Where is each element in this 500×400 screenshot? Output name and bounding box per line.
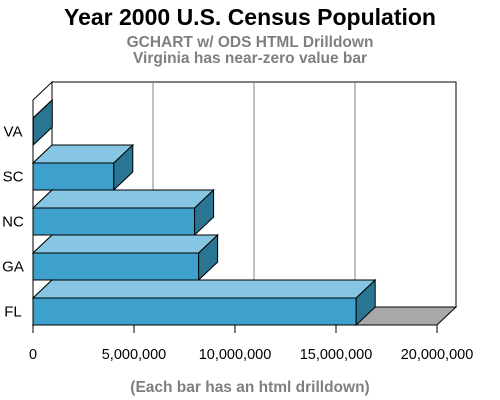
bar-top-nc[interactable] [31, 189, 215, 209]
bar-end-ga[interactable] [198, 233, 219, 282]
bar-nc[interactable] [32, 207, 196, 236]
bar-ga[interactable] [32, 252, 200, 281]
bar-fl[interactable] [32, 297, 357, 326]
x-tick-label: 10,000,000 [199, 347, 272, 363]
x-tick-label: 0 [29, 347, 37, 363]
bar-end-nc[interactable] [194, 188, 215, 237]
bar-sc[interactable] [32, 162, 115, 191]
category-label-nc: NC [2, 213, 24, 230]
x-tick-label: 20,000,000 [401, 347, 474, 363]
category-label-ga: GA [2, 258, 24, 275]
bar-end-fl[interactable] [355, 278, 376, 327]
bar-top-fl[interactable] [31, 279, 377, 299]
bar-end-sc[interactable] [113, 143, 134, 192]
category-label-fl: FL [4, 303, 22, 320]
x-tick-label: 5,000,000 [102, 347, 167, 363]
x-tick-label: 15,000,000 [300, 347, 373, 363]
bar-end-va[interactable] [32, 98, 53, 147]
category-label-sc: SC [3, 168, 24, 185]
category-label-va: VA [4, 123, 23, 140]
chart-subtitle-2: Virginia has near-zero value bar [132, 50, 368, 67]
chart-footnote: (Each bar has an html drilldown) [130, 379, 370, 396]
chart-title: Year 2000 U.S. Census Population [64, 4, 436, 30]
chart-subtitle-1: GCHART w/ ODS HTML Drilldown [126, 34, 374, 51]
bar-top-ga[interactable] [31, 234, 219, 254]
